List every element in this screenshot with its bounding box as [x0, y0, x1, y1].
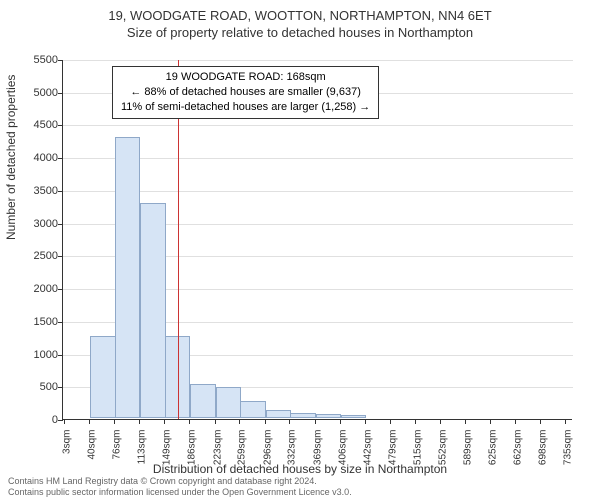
- x-tick-mark: [565, 419, 566, 424]
- y-tick-mark: [58, 322, 63, 323]
- gridline: [63, 60, 573, 61]
- x-tick-label: 552sqm: [437, 430, 448, 490]
- histogram-bar: [316, 414, 341, 418]
- histogram-bar: [216, 387, 241, 418]
- y-tick-mark: [58, 191, 63, 192]
- y-tick-label: 1000: [18, 349, 58, 361]
- x-tick-mark: [289, 419, 290, 424]
- y-tick-mark: [58, 125, 63, 126]
- info-box: 19 WOODGATE ROAD: 168sqm ← 88% of detach…: [112, 66, 379, 119]
- y-tick-mark: [58, 355, 63, 356]
- histogram-bar: [115, 137, 140, 418]
- y-tick-label: 3000: [18, 218, 58, 230]
- x-tick-mark: [114, 419, 115, 424]
- x-tick-label: 625sqm: [487, 430, 498, 490]
- title-subtitle: Size of property relative to detached ho…: [0, 25, 600, 40]
- y-tick-mark: [58, 387, 63, 388]
- y-tick-mark: [58, 256, 63, 257]
- x-tick-mark: [215, 419, 216, 424]
- histogram-bar: [140, 203, 165, 418]
- footer-line-2: Contains public sector information licen…: [8, 487, 352, 498]
- x-tick-label: 662sqm: [513, 430, 524, 490]
- x-tick-mark: [340, 419, 341, 424]
- y-tick-label: 1500: [18, 316, 58, 328]
- histogram-bar: [240, 401, 265, 418]
- y-tick-label: 500: [18, 381, 58, 393]
- y-tick-mark: [58, 289, 63, 290]
- x-tick-label: 698sqm: [537, 430, 548, 490]
- y-tick-label: 4000: [18, 152, 58, 164]
- info-line-2: ← 88% of detached houses are smaller (9,…: [121, 85, 370, 100]
- x-tick-mark: [490, 419, 491, 424]
- histogram-bar: [90, 336, 115, 418]
- x-tick-mark: [139, 419, 140, 424]
- x-tick-mark: [365, 419, 366, 424]
- y-tick-label: 0: [18, 414, 58, 426]
- x-tick-mark: [465, 419, 466, 424]
- y-tick-mark: [58, 93, 63, 94]
- x-tick-label: 442sqm: [362, 430, 373, 490]
- x-tick-mark: [265, 419, 266, 424]
- x-tick-label: 479sqm: [387, 430, 398, 490]
- info-line-3: 11% of semi-detached houses are larger (…: [121, 100, 370, 115]
- chart-title-block: 19, WOODGATE ROAD, WOOTTON, NORTHAMPTON,…: [0, 0, 600, 40]
- x-tick-mark: [415, 419, 416, 424]
- footer-line-1: Contains HM Land Registry data © Crown c…: [8, 476, 352, 487]
- x-tick-mark: [540, 419, 541, 424]
- x-tick-mark: [440, 419, 441, 424]
- footer-attribution: Contains HM Land Registry data © Crown c…: [8, 476, 352, 498]
- y-tick-mark: [58, 158, 63, 159]
- y-tick-label: 2500: [18, 250, 58, 262]
- info-line-1: 19 WOODGATE ROAD: 168sqm: [121, 70, 370, 85]
- histogram-bar: [266, 410, 291, 419]
- x-tick-mark: [515, 419, 516, 424]
- y-tick-label: 2000: [18, 283, 58, 295]
- x-axis-label: Distribution of detached houses by size …: [0, 462, 600, 476]
- x-tick-label: 515sqm: [412, 430, 423, 490]
- gridline: [63, 125, 573, 126]
- y-tick-label: 5000: [18, 87, 58, 99]
- y-tick-mark: [58, 60, 63, 61]
- histogram-bar: [190, 384, 215, 418]
- x-tick-mark: [89, 419, 90, 424]
- x-tick-mark: [315, 419, 316, 424]
- x-tick-mark: [164, 419, 165, 424]
- y-axis-label: Number of detached properties: [4, 75, 18, 240]
- x-tick-mark: [189, 419, 190, 424]
- y-tick-mark: [58, 420, 63, 421]
- x-tick-mark: [64, 419, 65, 424]
- x-tick-label: 735sqm: [563, 430, 574, 490]
- x-tick-label: 589sqm: [463, 430, 474, 490]
- y-tick-label: 4500: [18, 119, 58, 131]
- x-tick-mark: [239, 419, 240, 424]
- title-address: 19, WOODGATE ROAD, WOOTTON, NORTHAMPTON,…: [0, 8, 600, 23]
- x-tick-mark: [390, 419, 391, 424]
- chart-area: 19 WOODGATE ROAD: 168sqm ← 88% of detach…: [62, 60, 572, 420]
- y-tick-mark: [58, 224, 63, 225]
- histogram-bar: [290, 413, 315, 418]
- histogram-bar: [341, 415, 366, 418]
- y-tick-label: 5500: [18, 54, 58, 66]
- y-tick-label: 3500: [18, 185, 58, 197]
